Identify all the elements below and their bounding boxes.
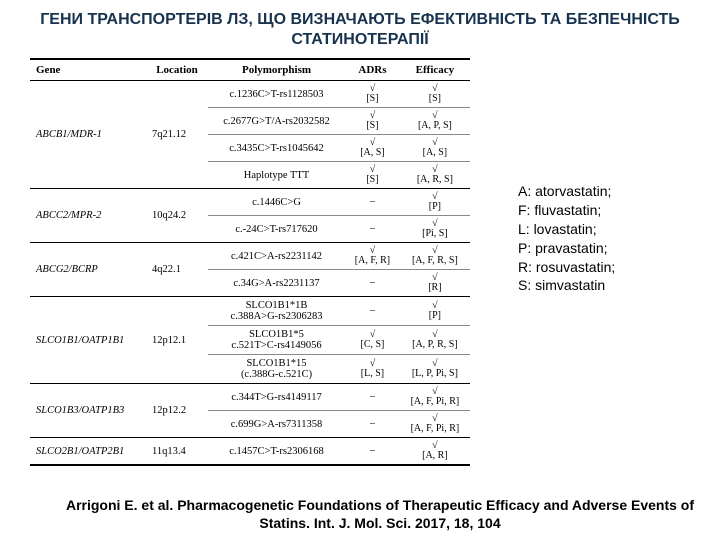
cell-efficacy: √[A, F, R, S] — [400, 243, 470, 270]
cell-gene: SLCO1B1/OATP1B1 — [30, 297, 146, 384]
cell-efficacy: √[Pi, S] — [400, 216, 470, 243]
cell-efficacy: √[A, P, R, S] — [400, 326, 470, 355]
gene-table-container: Gene Location Polymorphism ADRs Efficacy… — [30, 58, 470, 466]
cell-polymorphism: SLCO1B1*15(c.388G-c.521C) — [208, 355, 345, 384]
cell-efficacy: √[P] — [400, 189, 470, 216]
cell-adrs: √[C, S] — [345, 326, 400, 355]
cell-efficacy: √[A, F, Pi, R] — [400, 384, 470, 411]
cell-location: 11q13.4 — [146, 438, 208, 466]
table-row: ABCC2/MPR-210q24.2c.1446C>G–√[P] — [30, 189, 470, 216]
cell-polymorphism: c.34G>A-rs2231137 — [208, 270, 345, 297]
cell-adrs: – — [345, 438, 400, 466]
gene-table: Gene Location Polymorphism ADRs Efficacy… — [30, 58, 470, 466]
cell-efficacy: √[L, P, Pi, S] — [400, 355, 470, 384]
cell-efficacy: √[S] — [400, 81, 470, 108]
cell-adrs: – — [345, 216, 400, 243]
cell-adrs: √[L, S] — [345, 355, 400, 384]
cell-polymorphism: c.1457C>T-rs2306168 — [208, 438, 345, 466]
gene-table-body: ABCB1/MDR-17q21.12c.1236C>T-rs1128503√[S… — [30, 81, 470, 466]
table-row: ABCB1/MDR-17q21.12c.1236C>T-rs1128503√[S… — [30, 81, 470, 108]
cell-polymorphism: c.344T>G-rs4149117 — [208, 384, 345, 411]
col-location: Location — [146, 59, 208, 81]
cell-polymorphism: c.1446C>G — [208, 189, 345, 216]
cell-adrs: √[A, F, R] — [345, 243, 400, 270]
col-polymorphism: Polymorphism — [208, 59, 345, 81]
legend-item: A: atorvastatin; — [518, 182, 615, 201]
legend-item: R: rosuvastatin; — [518, 258, 615, 277]
cell-gene: ABCG2/BCRP — [30, 243, 146, 297]
cell-gene: SLCO2B1/OATP2B1 — [30, 438, 146, 466]
cell-polymorphism: c.1236C>T-rs1128503 — [208, 81, 345, 108]
cell-polymorphism: c.699G>A-rs7311358 — [208, 411, 345, 438]
table-row: SLCO1B1/OATP1B112p12.1SLCO1B1*1Bc.388A>G… — [30, 297, 470, 326]
cell-adrs: – — [345, 189, 400, 216]
cell-adrs: – — [345, 297, 400, 326]
cell-efficacy: √[A, P, S] — [400, 108, 470, 135]
col-efficacy: Efficacy — [400, 59, 470, 81]
cell-polymorphism: SLCO1B1*1Bc.388A>G-rs2306283 — [208, 297, 345, 326]
cell-gene: ABCC2/MPR-2 — [30, 189, 146, 243]
cell-adrs: – — [345, 411, 400, 438]
cell-polymorphism: Haplotype TTT — [208, 162, 345, 189]
col-gene: Gene — [30, 59, 146, 81]
table-header-row: Gene Location Polymorphism ADRs Efficacy — [30, 59, 470, 81]
cell-efficacy: √[A, R] — [400, 438, 470, 466]
cell-efficacy: √[P] — [400, 297, 470, 326]
legend: A: atorvastatin;F: fluvastatin;L: lovast… — [518, 182, 615, 295]
cell-gene: ABCB1/MDR-1 — [30, 81, 146, 189]
table-row: ABCG2/BCRP4q22.1c.421C>A-rs2231142√[A, F… — [30, 243, 470, 270]
cell-location: 4q22.1 — [146, 243, 208, 297]
legend-item: P: pravastatin; — [518, 239, 615, 258]
cell-adrs: √[S] — [345, 81, 400, 108]
cell-efficacy: √[A, S] — [400, 135, 470, 162]
cell-polymorphism: c.-24C>T-rs717620 — [208, 216, 345, 243]
cell-adrs: √[S] — [345, 108, 400, 135]
legend-item: F: fluvastatin; — [518, 201, 615, 220]
page-title: ГЕНИ ТРАНСПОРТЕРІВ ЛЗ, ЩО ВИЗНАЧАЮТЬ ЕФЕ… — [0, 10, 720, 50]
cell-adrs: √[S] — [345, 162, 400, 189]
cell-gene: SLCO1B3/OATP1B3 — [30, 384, 146, 438]
cell-polymorphism: c.421C>A-rs2231142 — [208, 243, 345, 270]
legend-item: L: lovastatin; — [518, 220, 615, 239]
cell-efficacy: √[A, R, S] — [400, 162, 470, 189]
page-root: ГЕНИ ТРАНСПОРТЕРІВ ЛЗ, ЩО ВИЗНАЧАЮТЬ ЕФЕ… — [0, 0, 720, 540]
citation-text: Arrigoni E. et al. Pharmacogenetic Found… — [50, 497, 710, 532]
cell-adrs: – — [345, 270, 400, 297]
cell-adrs: – — [345, 384, 400, 411]
cell-polymorphism: c.3435C>T-rs1045642 — [208, 135, 345, 162]
table-row: SLCO2B1/OATP2B111q13.4c.1457C>T-rs230616… — [30, 438, 470, 466]
cell-location: 10q24.2 — [146, 189, 208, 243]
cell-location: 12p12.2 — [146, 384, 208, 438]
cell-efficacy: √[A, F, Pi, R] — [400, 411, 470, 438]
col-adrs: ADRs — [345, 59, 400, 81]
table-row: SLCO1B3/OATP1B312p12.2c.344T>G-rs4149117… — [30, 384, 470, 411]
cell-polymorphism: SLCO1B1*5c.521T>C-rs4149056 — [208, 326, 345, 355]
legend-item: S: simvastatin — [518, 276, 615, 295]
cell-location: 7q21.12 — [146, 81, 208, 189]
cell-polymorphism: c.2677G>T/A-rs2032582 — [208, 108, 345, 135]
cell-efficacy: √[R] — [400, 270, 470, 297]
cell-adrs: √[A, S] — [345, 135, 400, 162]
cell-location: 12p12.1 — [146, 297, 208, 384]
